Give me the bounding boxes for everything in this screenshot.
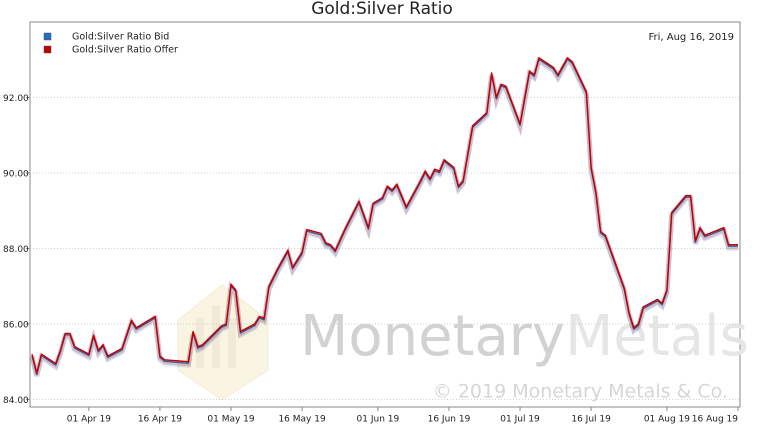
watermark-copyright: © 2019 Monetary Metals & Co. <box>433 381 728 403</box>
y-tick-label: 86.00 <box>3 320 29 330</box>
legend-label: Gold:Silver Ratio Bid <box>72 32 169 43</box>
y-tick-label: 90.00 <box>3 169 29 179</box>
watermark-name-1: Monetary <box>300 304 565 369</box>
x-tick-label: 01 May 19 <box>207 415 255 425</box>
watermark-name: MonetaryMetals <box>300 304 749 369</box>
x-tick-label: 01 Apr 19 <box>67 415 111 425</box>
y-tick-label: 84.00 <box>3 396 29 406</box>
legend-swatch <box>43 45 52 54</box>
x-tick-label: 16 May 19 <box>278 415 326 425</box>
watermark-logo <box>177 284 269 401</box>
legend-label: Gold:Silver Ratio Offer <box>72 45 178 56</box>
chart-title: Gold:Silver Ratio <box>311 0 453 19</box>
x-tick-label: 16 Apr 19 <box>138 415 182 425</box>
x-tick-label: 16 Aug 19 <box>692 415 738 425</box>
series-line <box>31 57 738 374</box>
x-tick-label: 01 Jun 19 <box>357 415 400 425</box>
date-label: Fri, Aug 16, 2019 <box>648 32 734 43</box>
y-tick-label: 88.00 <box>3 245 29 255</box>
x-tick-label: 01 Jul 19 <box>500 415 540 425</box>
x-tick-label: 16 Jun 19 <box>428 415 471 425</box>
x-tick-label: 01 Aug 19 <box>644 415 690 425</box>
plot-frame <box>29 21 741 408</box>
watermark-name-2: Metals <box>565 304 749 369</box>
y-tick-label: 92.00 <box>3 94 29 104</box>
legend-swatch <box>43 32 52 41</box>
x-tick-label: 16 Jul 19 <box>571 415 611 425</box>
